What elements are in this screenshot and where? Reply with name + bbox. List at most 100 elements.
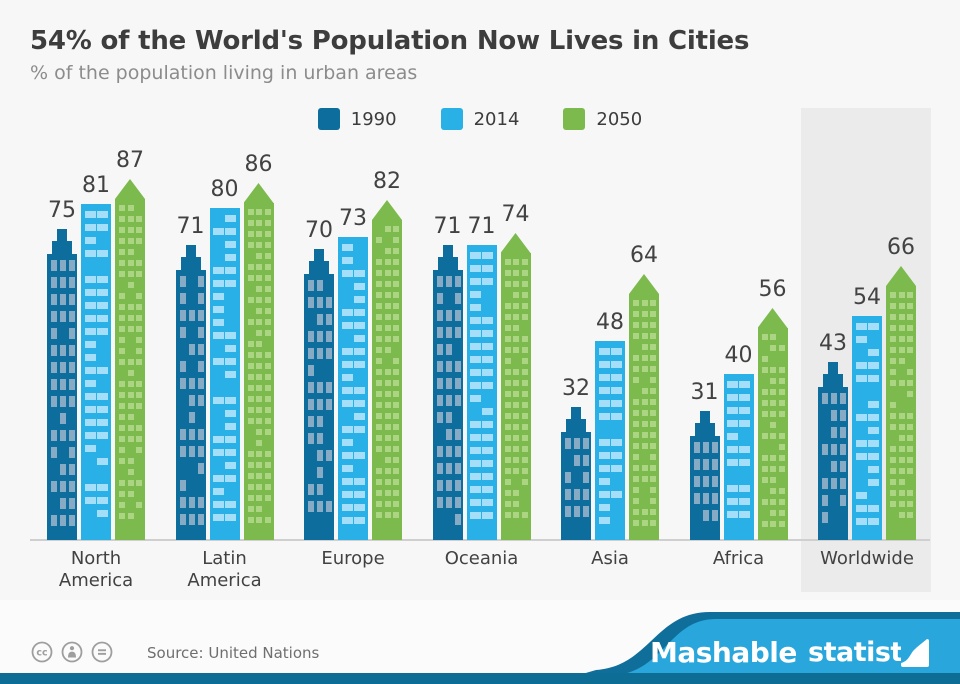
building-window: [188, 310, 195, 321]
building-window: [317, 399, 323, 410]
building-window: [890, 413, 896, 419]
building-window: [84, 419, 96, 426]
building-window: [822, 478, 828, 489]
building-window: [739, 407, 750, 414]
building-window: [376, 435, 382, 441]
building-window: [264, 253, 271, 259]
building-window: [341, 361, 353, 368]
bar-1990-latin-america: [175, 245, 206, 540]
building-window: [119, 304, 125, 310]
building-window: [127, 414, 134, 420]
building-window: [521, 380, 528, 386]
building-window: [51, 362, 57, 373]
building-window: [213, 475, 224, 482]
building-window: [504, 391, 511, 397]
building-window: [574, 438, 580, 449]
building-window: [127, 458, 134, 464]
building-window: [353, 283, 365, 290]
building-window: [778, 499, 785, 505]
building-window: [504, 512, 511, 518]
building-window: [504, 479, 511, 485]
building-window: [225, 423, 236, 430]
building-window: [761, 466, 768, 472]
building-window: [256, 209, 262, 215]
building-window: [770, 411, 776, 417]
building-window: [393, 292, 399, 298]
building-window: [521, 303, 528, 309]
building-window: [376, 468, 382, 474]
building-window: [770, 499, 776, 505]
building-window: [341, 309, 353, 316]
building-window: [247, 275, 254, 281]
page-title: 54% of the World's Population Now Lives …: [30, 26, 750, 56]
building-window: [384, 226, 391, 232]
building-window: [504, 402, 511, 408]
building-window: [127, 392, 134, 398]
building-window: [127, 513, 134, 519]
building-window: [521, 457, 528, 463]
building-window: [898, 446, 905, 452]
building-window: [482, 356, 493, 363]
building-window: [197, 310, 204, 321]
building-window: [341, 517, 353, 524]
building-window: [136, 304, 142, 310]
building-window: [264, 374, 271, 380]
building-window: [393, 512, 399, 518]
building-window: [436, 310, 443, 321]
building-window: [179, 514, 186, 525]
bar-2050-latin-america: [243, 183, 274, 540]
building-window: [353, 361, 365, 368]
building-window: [504, 490, 511, 496]
building-window: [247, 462, 254, 468]
building-window: [84, 393, 96, 400]
building-window: [256, 308, 262, 314]
building-window: [761, 499, 768, 505]
building-window: [353, 348, 365, 355]
building-window: [119, 315, 125, 321]
building-window: [739, 485, 750, 492]
value-label-2014-north-america: 81: [82, 173, 110, 198]
building-window: [521, 402, 528, 408]
building-window: [840, 478, 846, 489]
building-window: [384, 468, 391, 474]
building-window: [119, 216, 125, 222]
building-window: [890, 303, 896, 309]
building-window: [898, 479, 905, 485]
building-window: [610, 413, 622, 420]
building-window: [264, 385, 271, 391]
building-window: [225, 371, 236, 378]
mashable-logo: Mashable: [650, 636, 797, 669]
building-window: [470, 486, 481, 493]
category-label-worldwide: Worldwide: [820, 548, 914, 569]
building-window: [822, 512, 828, 523]
building-window: [51, 277, 57, 288]
building-window: [770, 510, 776, 516]
building-window: [96, 432, 108, 439]
building-window: [264, 473, 271, 479]
building-window: [197, 429, 204, 440]
building-window: [384, 380, 391, 386]
building-window: [317, 467, 323, 478]
building-window: [454, 276, 461, 287]
building-window: [907, 512, 913, 518]
building-window: [376, 259, 382, 265]
building-window: [739, 498, 750, 505]
building-window: [761, 400, 768, 406]
building-window: [454, 463, 461, 474]
building-window: [504, 358, 511, 364]
building-window: [840, 427, 846, 438]
building-window: [308, 416, 314, 427]
building-window: [256, 462, 262, 468]
building-window: [317, 280, 323, 291]
building-window: [69, 345, 75, 356]
building-window: [504, 468, 511, 474]
building-window: [898, 358, 905, 364]
building-window: [610, 400, 622, 407]
value-label-2050-worldwide: 66: [887, 235, 915, 260]
building-window: [188, 344, 195, 355]
building-window: [693, 459, 700, 470]
building-window: [445, 276, 452, 287]
building-window: [727, 511, 738, 518]
svg-text:cc: cc: [36, 648, 47, 659]
building-window: [51, 345, 57, 356]
